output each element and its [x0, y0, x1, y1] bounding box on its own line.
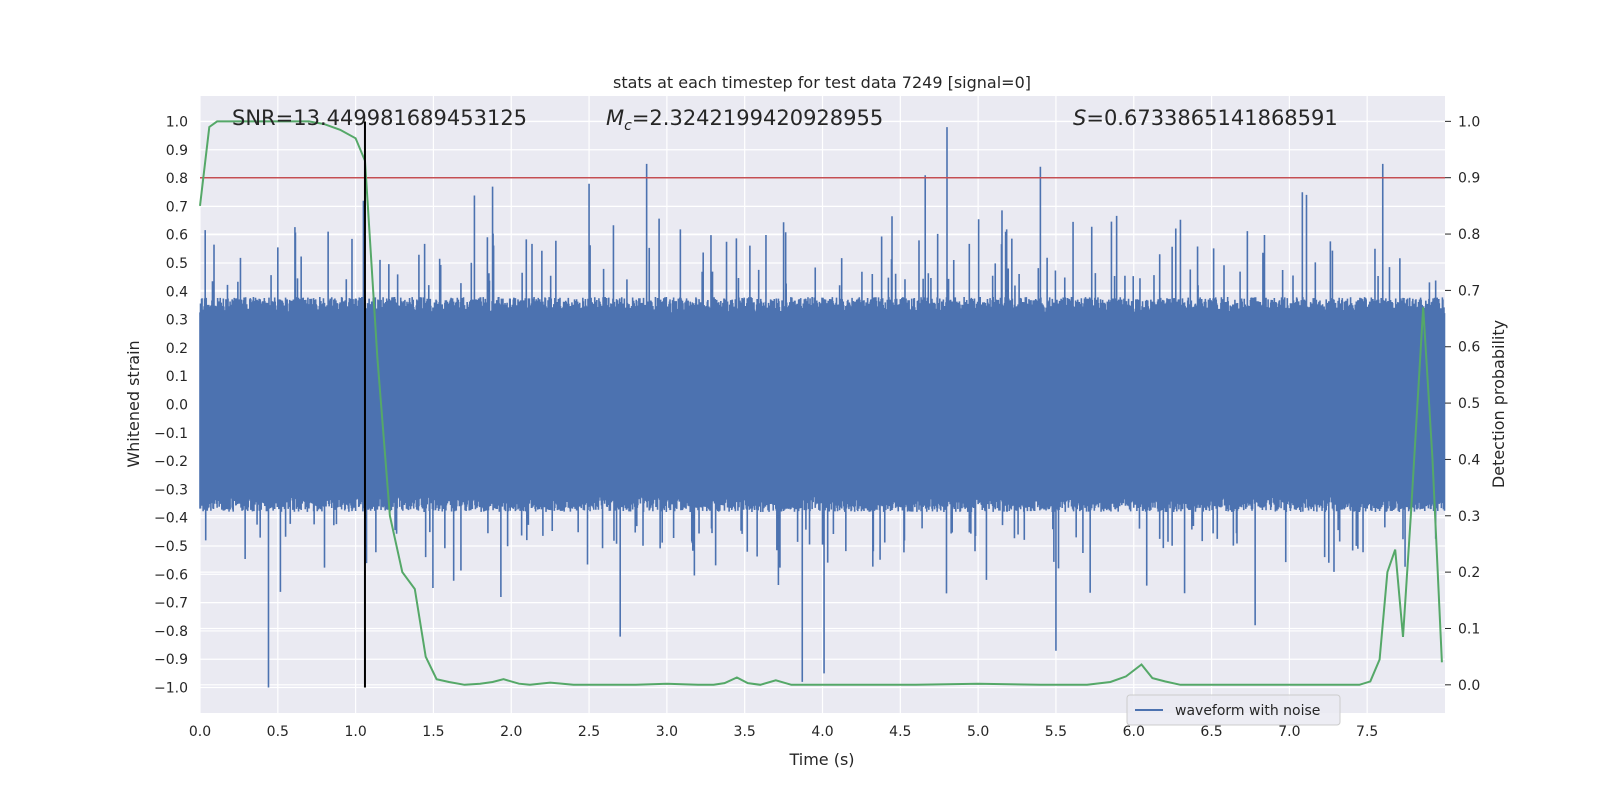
s-symbol: S [1073, 106, 1086, 130]
y2-tick-label: 0.9 [1458, 171, 1480, 187]
y2-tick-label: 0.6 [1458, 340, 1480, 356]
y2-tick-label: 0.3 [1458, 509, 1480, 525]
y-tick-label: −1.0 [154, 681, 188, 697]
y-tick-label: −0.2 [154, 454, 188, 470]
x-tick-label: 2.5 [578, 724, 600, 740]
waveform-series [199, 127, 1446, 688]
y2-tick-label: 1.0 [1458, 114, 1480, 130]
x-axis-ticks: 0.0 0.5 1.0 1.5 2.0 2.5 3.0 3.5 4.0 4.5 5.0 5.5 6.0 6… [189, 724, 1378, 740]
y-tick-label: 1.0 [166, 114, 188, 130]
x-axis-label: Time (s) [788, 750, 854, 769]
snr-annotation: SNR=13.449981689453125 [232, 106, 527, 130]
y-tick-label: −0.1 [154, 426, 188, 442]
waveform-with-noise-line [199, 127, 1446, 688]
chart-title: stats at each timestep for test data 724… [613, 73, 1031, 92]
legend-box [1126, 694, 1341, 726]
y2-tick-label: 0.8 [1458, 227, 1480, 243]
x-tick-label: 3.0 [656, 724, 678, 740]
y2-axis-ticks: 1.0 0.9 0.8 0.7 0.6 0.5 0.4 0.3 0.2 0.1 0.0 [1445, 114, 1480, 694]
y-axis-ticks: 1.0 0.9 0.8 0.7 0.6 0.5 0.4 0.3 0.2 0.1 0.0 −0.1 −0.… [154, 114, 188, 696]
s-statistic-annotation: S=0.6733865141868591 [1073, 106, 1338, 130]
x-tick-label: 6.5 [1200, 724, 1222, 740]
y-tick-label: 0.6 [166, 228, 188, 244]
y-tick-label: −0.5 [154, 539, 188, 555]
x-tick-label: 4.0 [811, 724, 833, 740]
x-tick-label: 6.0 [1123, 724, 1145, 740]
y-tick-label: 0.4 [166, 284, 188, 300]
x-tick-label: 1.5 [422, 724, 444, 740]
x-tick-label: 7.0 [1278, 724, 1300, 740]
y2-tick-label: 0.2 [1458, 565, 1480, 581]
y-tick-label: 0.8 [166, 171, 188, 187]
y2-axis-label: Detection probability [1489, 320, 1508, 488]
y-tick-label: −0.3 [154, 482, 188, 498]
legend-label: waveform with noise [1175, 703, 1320, 719]
x-tick-label: 3.5 [734, 724, 756, 740]
y-tick-label: 0.5 [166, 256, 188, 272]
detection-probability-line [199, 120, 1443, 686]
x-tick-label: 5.0 [967, 724, 989, 740]
y-tick-label: 0.0 [166, 398, 188, 414]
mc-subscript: c [624, 118, 632, 134]
x-tick-label: 1.0 [344, 724, 366, 740]
y2-tick-label: 0.0 [1458, 678, 1480, 694]
x-tick-label: 0.5 [267, 724, 289, 740]
mc-value: =2.3242199420928955 [632, 106, 883, 130]
y-tick-label: −0.7 [154, 596, 188, 612]
x-tick-label: 5.5 [1045, 724, 1067, 740]
y-tick-label: −0.6 [154, 567, 188, 583]
y-tick-label: −0.4 [154, 511, 188, 527]
mc-symbol: M [606, 106, 624, 130]
x-tick-label: 4.5 [889, 724, 911, 740]
y-tick-label: 0.9 [166, 143, 188, 159]
y2-tick-label: 0.7 [1458, 283, 1480, 299]
y-axis-label: Whitened strain [124, 340, 143, 467]
x-tick-label: 7.5 [1356, 724, 1378, 740]
y-tick-label: 0.3 [166, 313, 188, 329]
x-tick-label: 0.0 [189, 724, 211, 740]
y-tick-label: 0.2 [166, 341, 188, 357]
y-tick-label: 0.7 [166, 199, 188, 215]
y-tick-label: −0.8 [154, 624, 188, 640]
chirp-mass-annotation: Mc=2.3242199420928955 [606, 106, 883, 134]
s-value: =0.6733865141868591 [1086, 106, 1337, 130]
y2-tick-label: 0.4 [1458, 452, 1480, 468]
legend: waveform with noise [1126, 694, 1341, 726]
y2-tick-label: 0.5 [1458, 396, 1480, 412]
y-tick-label: −0.9 [154, 652, 188, 668]
x-tick-label: 2.0 [500, 724, 522, 740]
y-tick-label: 0.1 [166, 369, 188, 385]
y2-tick-label: 0.1 [1458, 621, 1480, 637]
